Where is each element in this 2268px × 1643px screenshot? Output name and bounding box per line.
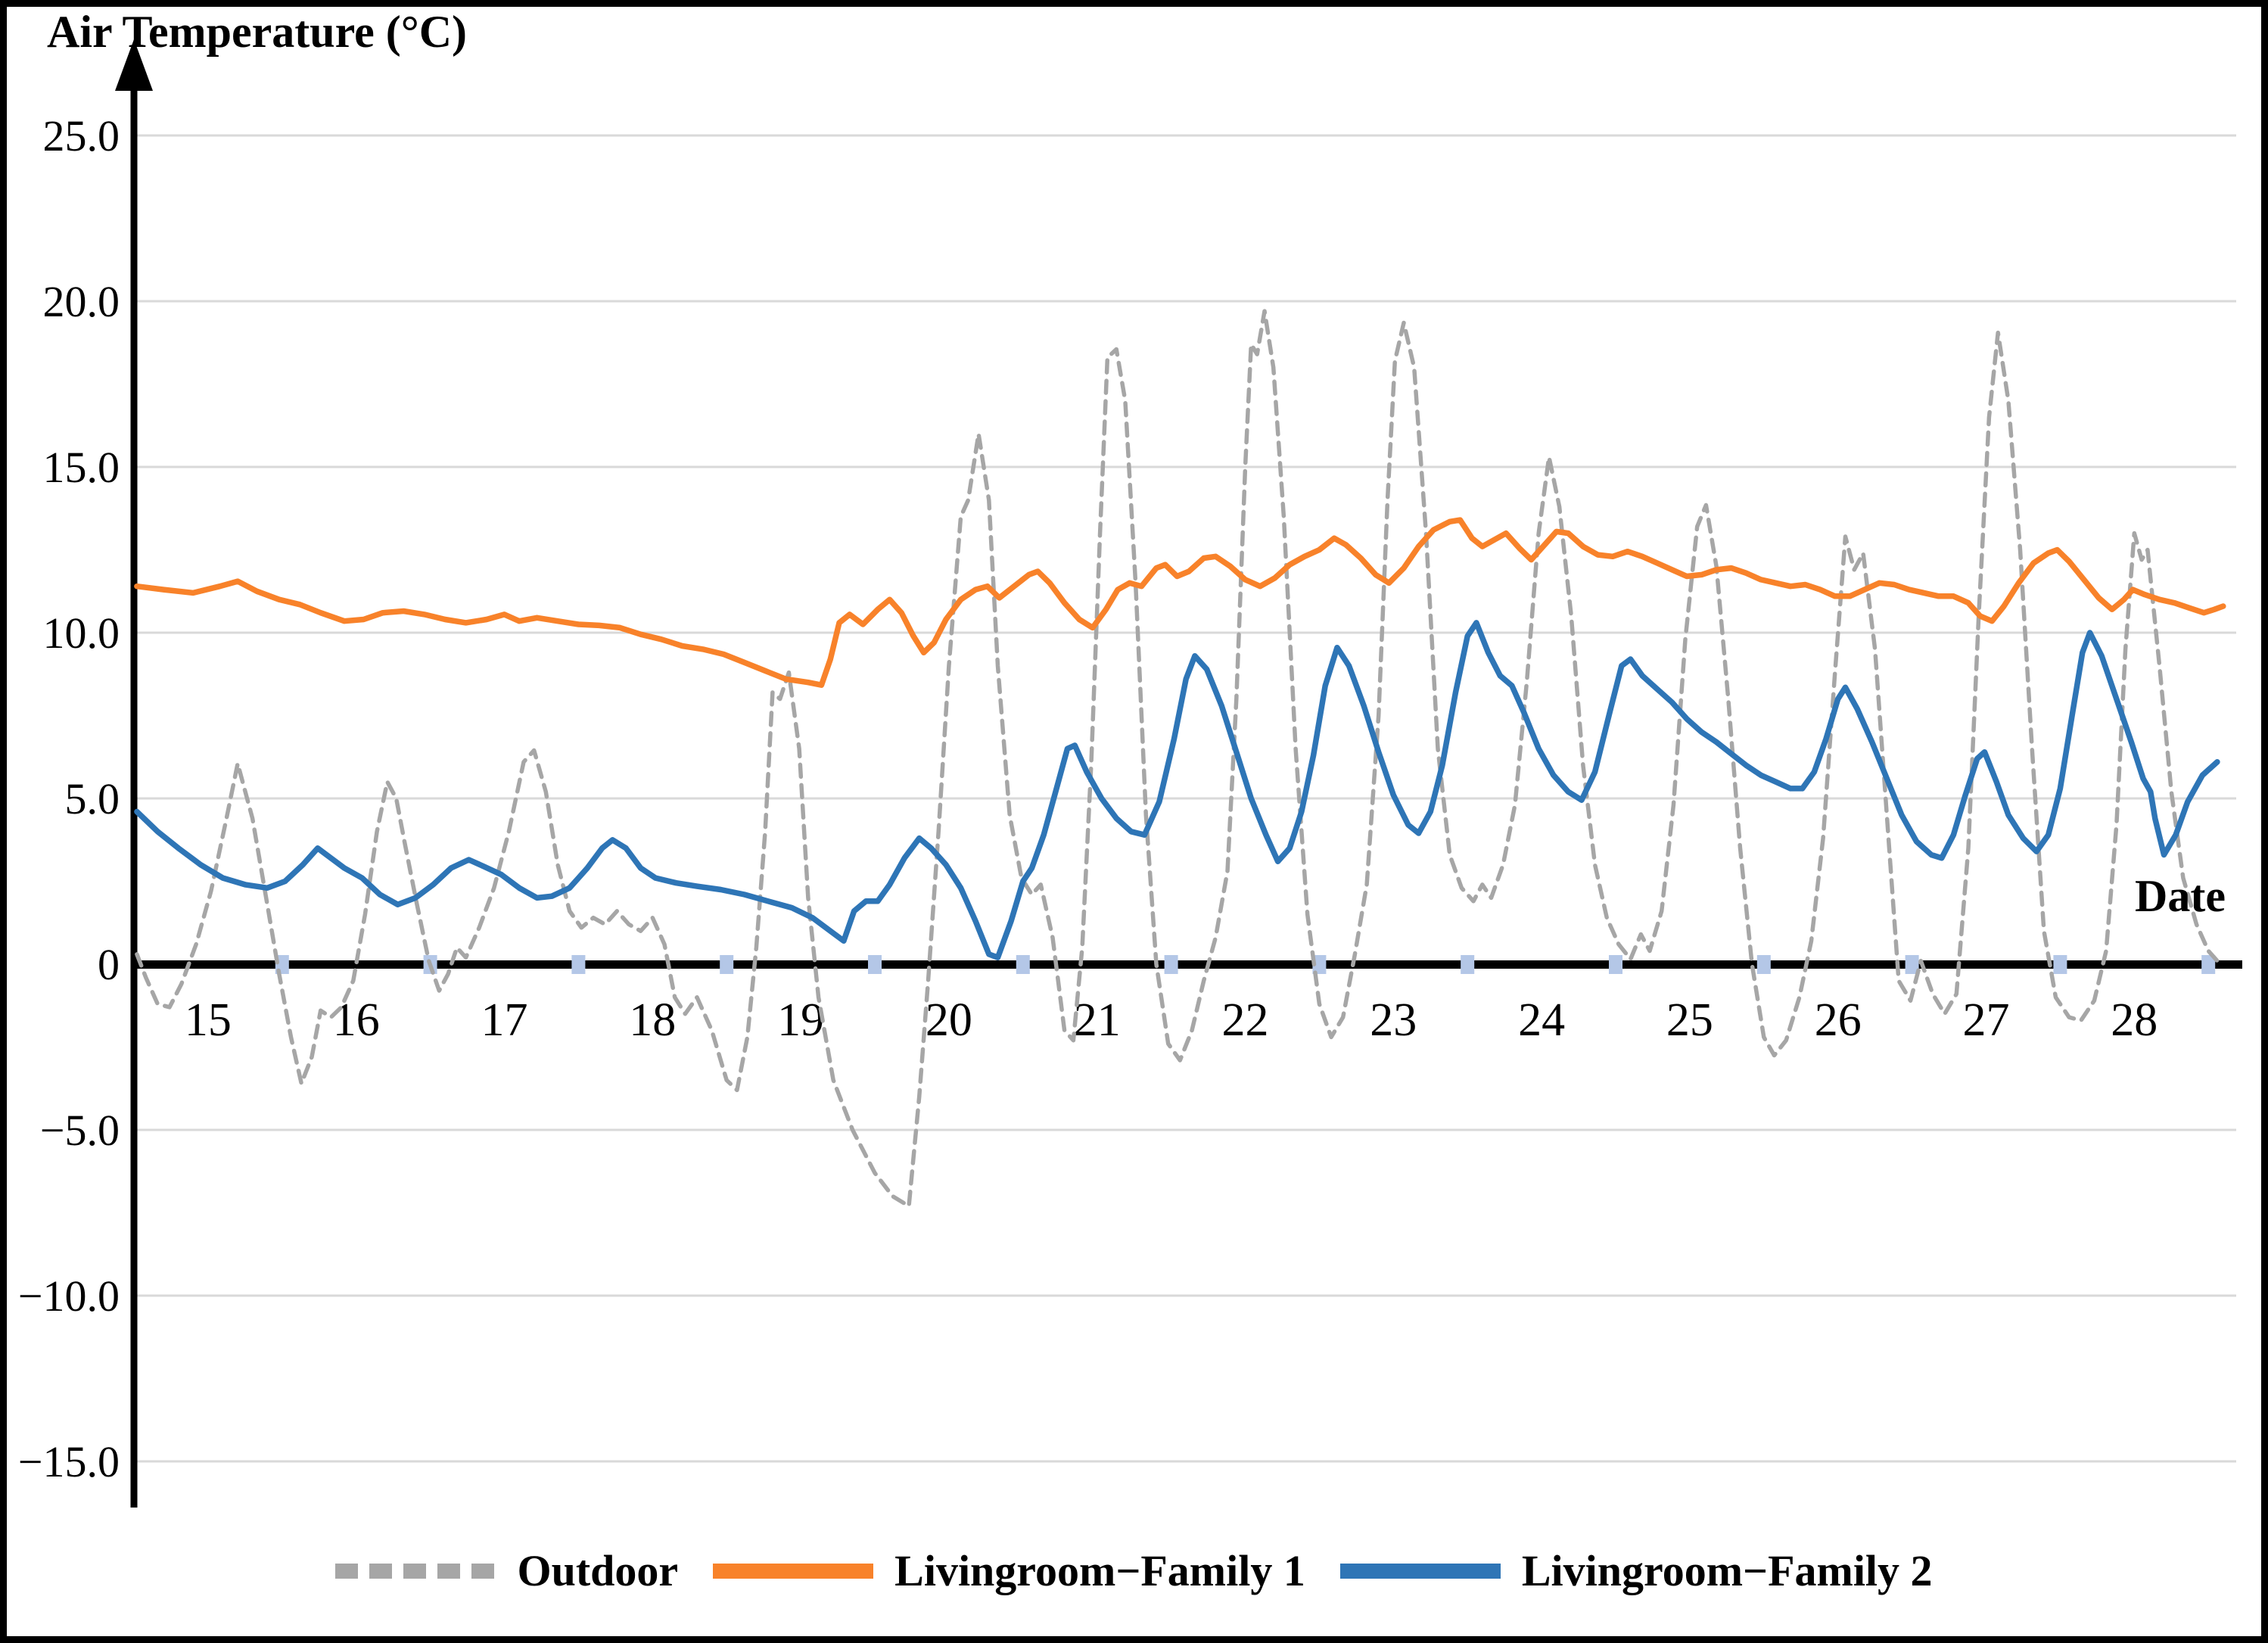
y-tick-label: 5.0 [65, 774, 120, 823]
legend-label-family1: Livingroom−Family 1 [894, 1546, 1305, 1595]
y-tick-label: −15.0 [18, 1437, 120, 1486]
y-axis-line [130, 82, 138, 1508]
legend-item-outdoor: Outdoor [335, 1545, 678, 1596]
x-tick-label: 19 [777, 994, 824, 1046]
day-boundary-marker [1016, 955, 1030, 974]
series-line-family1 [134, 517, 2226, 688]
x-axis-title: Date [2135, 871, 2226, 921]
x-tick-label: 22 [1222, 994, 1269, 1046]
day-boundary-marker [571, 955, 586, 974]
y-tick-label: 20.0 [43, 277, 120, 326]
day-boundary-marker [1905, 955, 1919, 974]
day-boundary-marker [720, 955, 734, 974]
x-tick-label: 27 [1963, 994, 2010, 1046]
y-tick-label: 10.0 [43, 608, 120, 658]
x-tick-label: 20 [926, 994, 972, 1046]
day-boundary-marker [1756, 955, 1771, 974]
family2-line-icon [1339, 1563, 1501, 1579]
x-tick-label: 26 [1815, 994, 1862, 1046]
y-tick-label: 15.0 [43, 443, 120, 492]
legend-label-family2: Livingroom−Family 2 [1521, 1546, 1933, 1595]
x-tick-label: 24 [1518, 994, 1565, 1046]
y-tick-label: 25.0 [43, 111, 120, 160]
family1-line-icon [713, 1563, 874, 1579]
day-boundary-marker [2201, 955, 2216, 974]
x-tick-label: 21 [1074, 994, 1121, 1046]
y-tick-label: 0 [98, 940, 120, 989]
x-tick-label: 17 [481, 994, 528, 1046]
legend: Outdoor Livingroom−Family 1 Livingroom−F… [0, 1545, 2268, 1596]
legend-label-outdoor: Outdoor [517, 1546, 679, 1595]
y-axis-arrow-icon [115, 39, 153, 91]
y-tick-label: −5.0 [40, 1106, 120, 1155]
day-boundary-marker [1461, 955, 1475, 974]
series-line-family2 [134, 620, 2220, 960]
outdoor-dashed-line-icon [335, 1563, 496, 1579]
legend-item-family1: Livingroom−Family 1 [713, 1545, 1305, 1596]
legend-item-family2: Livingroom−Family 2 [1339, 1545, 1933, 1596]
series-line-outdoor [135, 309, 2220, 1209]
x-tick-label: 18 [629, 994, 676, 1046]
x-tick-label: 16 [333, 994, 380, 1046]
y-tick-label: −10.0 [18, 1271, 120, 1321]
chart-title: Air Temperature (°C) [47, 7, 468, 57]
day-boundary-marker [1312, 955, 1327, 974]
x-tick-label: 28 [2111, 994, 2158, 1046]
x-axis-line [131, 960, 2242, 969]
day-boundary-marker [868, 955, 882, 974]
day-boundary-marker [1164, 955, 1178, 974]
day-boundary-marker [2053, 955, 2067, 974]
x-tick-label: 15 [185, 994, 232, 1046]
x-tick-label: 23 [1370, 994, 1417, 1046]
x-tick-label: 25 [1666, 994, 1713, 1046]
day-boundary-marker [1609, 955, 1622, 974]
